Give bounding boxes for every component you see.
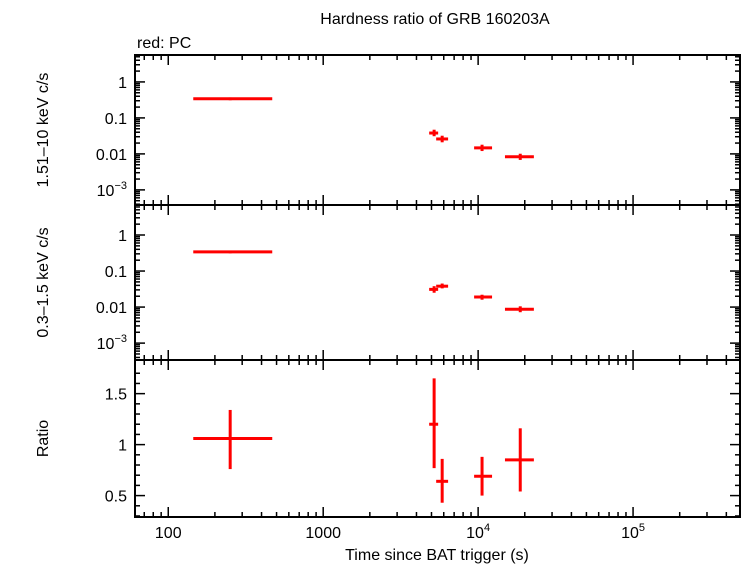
panel-frame [134, 359, 741, 518]
chart-title: Hardness ratio of GRB 160203A [320, 11, 550, 28]
x-tick-label: 1000 [305, 525, 341, 542]
y-axis-label: 1.51–10 keV c/s [35, 73, 52, 188]
data-point [436, 458, 449, 503]
chart-subtitle: red: PC [137, 35, 191, 52]
data-point [504, 428, 534, 492]
x-axis-label: Time since BAT trigger (s) [345, 547, 529, 564]
y-axis-label: Ratio [35, 420, 52, 457]
y-tick-label: 1 [118, 438, 127, 455]
data-point [436, 135, 449, 143]
y-tick-label: 1 [118, 75, 127, 92]
data-point [436, 283, 449, 289]
data-point [193, 250, 273, 254]
data-point [193, 409, 273, 470]
x-tick-label: 105 [621, 522, 645, 542]
y-tick-label: 1.5 [105, 387, 127, 404]
y-tick-label: 0.01 [96, 300, 127, 317]
y-tick-label: 0.1 [105, 111, 127, 128]
panel-frame [134, 204, 741, 361]
data-point [504, 153, 534, 160]
data-point [193, 97, 273, 101]
panel-1: 1 0.1 0.01 10−3 1.51–10 keV c/s [35, 54, 741, 206]
y-tick-label: 1 [118, 228, 127, 245]
panel-2: 1 0.1 0.01 10−3 0.3–1.5 keV c/s [35, 204, 741, 361]
y-axis-label: 0.3–1.5 keV c/s [35, 227, 52, 337]
y-tick-label: 0.5 [105, 489, 127, 506]
y-tick-label: 0.1 [105, 264, 127, 281]
data-point [504, 306, 534, 313]
data-point [474, 456, 493, 496]
data-point [474, 144, 493, 152]
x-tick-label: 100 [155, 525, 182, 542]
panel-frame [134, 54, 741, 206]
y-tick-label: 10−3 [97, 333, 127, 353]
data-point [429, 378, 439, 469]
y-tick-label: 0.01 [96, 147, 127, 164]
y-tick-label: 10−3 [97, 180, 127, 200]
x-tick-label: 104 [466, 522, 490, 542]
data-point [429, 129, 439, 137]
panel-3: 1.5 1 0.5 Ratio 100 1000 104 105 [35, 359, 741, 542]
data-point [429, 286, 439, 293]
data-point [474, 294, 493, 300]
